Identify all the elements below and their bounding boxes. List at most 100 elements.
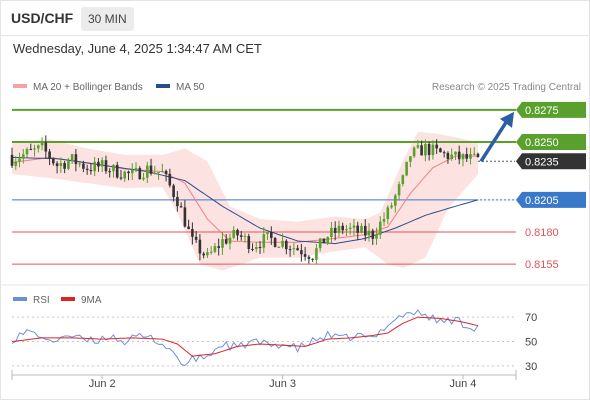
candle-body — [228, 237, 232, 244]
price-label-0.8180: 0.8180 — [525, 227, 559, 239]
candle-body — [360, 225, 363, 233]
candle-body — [454, 151, 457, 155]
candle-body — [330, 227, 333, 237]
candle-body — [40, 142, 44, 146]
candle-body — [446, 152, 450, 159]
rsi-ma-line — [11, 316, 479, 357]
candle-body — [364, 225, 367, 236]
candle-body — [202, 253, 205, 256]
timeframe-badge[interactable]: 30 MIN — [81, 7, 134, 31]
rsi-tick-70: 70 — [525, 312, 537, 324]
candle-body — [179, 206, 183, 208]
legend-swatch-0 — [13, 84, 27, 88]
projection-arrow-head — [500, 111, 514, 128]
candle-body — [243, 236, 247, 238]
candle-body — [104, 160, 108, 172]
candle-body — [123, 171, 126, 179]
candle-body — [247, 236, 251, 249]
candle-body — [476, 153, 480, 157]
legend-label-0: MA 20 + Bollinger Bands — [33, 82, 143, 93]
candle-body — [352, 225, 356, 228]
candle-body — [168, 173, 172, 186]
candle-body — [296, 248, 299, 251]
candle-body — [33, 148, 36, 150]
candle-body — [439, 148, 442, 153]
candle-body — [281, 240, 284, 247]
candle-body — [465, 154, 468, 159]
candle-body — [93, 161, 96, 172]
candle-body — [326, 237, 329, 244]
candle-body — [371, 230, 375, 239]
candle-body — [149, 165, 153, 174]
candle-body — [356, 225, 359, 233]
candle-body — [469, 154, 472, 159]
candle-body — [70, 154, 74, 162]
ma50-line — [11, 156, 479, 245]
rsi-legend-swatch-0 — [13, 297, 27, 301]
candle-body — [300, 250, 303, 255]
candle-body — [63, 163, 66, 169]
candle-body — [37, 145, 40, 149]
candle-body — [431, 144, 435, 155]
price-label-0.8205: 0.8205 — [525, 195, 559, 207]
candle-body — [262, 234, 266, 248]
candle-body — [232, 229, 235, 238]
candle-body — [14, 161, 18, 166]
candle-body — [322, 238, 326, 244]
candle-body — [375, 234, 378, 239]
candle-body — [416, 145, 420, 148]
candle-body — [409, 156, 412, 162]
candle-body — [251, 249, 254, 250]
candle-body — [255, 247, 258, 250]
candle-body — [239, 235, 243, 237]
candle-body — [270, 231, 273, 238]
x-tick-label: Jun 4 — [450, 378, 477, 390]
bollinger-band — [12, 131, 478, 271]
x-tick-label: Jun 3 — [269, 378, 296, 390]
candle-body — [386, 207, 390, 219]
legend-swatch-1 — [156, 84, 170, 88]
candle-body — [131, 170, 134, 174]
candle-body — [333, 227, 337, 233]
chart-credit: Research © 2025 Trading Central — [432, 82, 581, 93]
candle-body — [379, 221, 382, 235]
candle-body — [161, 170, 164, 172]
symbol-title: USD/CHF — [11, 10, 74, 26]
candle-body — [345, 229, 348, 231]
candle-body — [78, 163, 81, 165]
candle-body — [273, 238, 277, 247]
candle-body — [112, 164, 115, 172]
candle-body — [424, 144, 427, 156]
candle-body — [18, 158, 21, 162]
candle-body — [183, 207, 187, 227]
candle-body — [450, 154, 453, 159]
x-tick-label: Jun 2 — [89, 378, 116, 390]
candle-body — [285, 240, 288, 250]
candle-body — [142, 177, 145, 180]
candle-body — [82, 163, 85, 169]
rsi-legend-label-1: 9MA — [81, 295, 102, 306]
candle-body — [213, 246, 217, 252]
candle-body — [146, 165, 149, 178]
rsi-legend-label-0: RSI — [33, 295, 50, 306]
candle-body — [258, 247, 262, 248]
candle-body — [85, 168, 89, 170]
candle-body — [348, 227, 352, 230]
price-tag-0.8205 — [516, 191, 586, 208]
candle-body — [315, 248, 318, 260]
candle-body — [55, 163, 59, 167]
candle-body — [89, 170, 93, 172]
timestamp: Wednesday, June 4, 2025 1:34:47 AM CET — [13, 41, 262, 56]
candle-body — [187, 226, 190, 229]
candle-body — [442, 152, 446, 154]
candle-body — [307, 256, 311, 259]
candle-body — [457, 151, 461, 160]
candle-body — [277, 246, 281, 248]
candle-body — [337, 225, 341, 233]
price-tag-0.8275 — [516, 101, 586, 118]
candle-body — [427, 144, 431, 155]
candle-body — [25, 149, 29, 155]
candle-body — [420, 145, 423, 156]
candle-body — [138, 168, 142, 180]
